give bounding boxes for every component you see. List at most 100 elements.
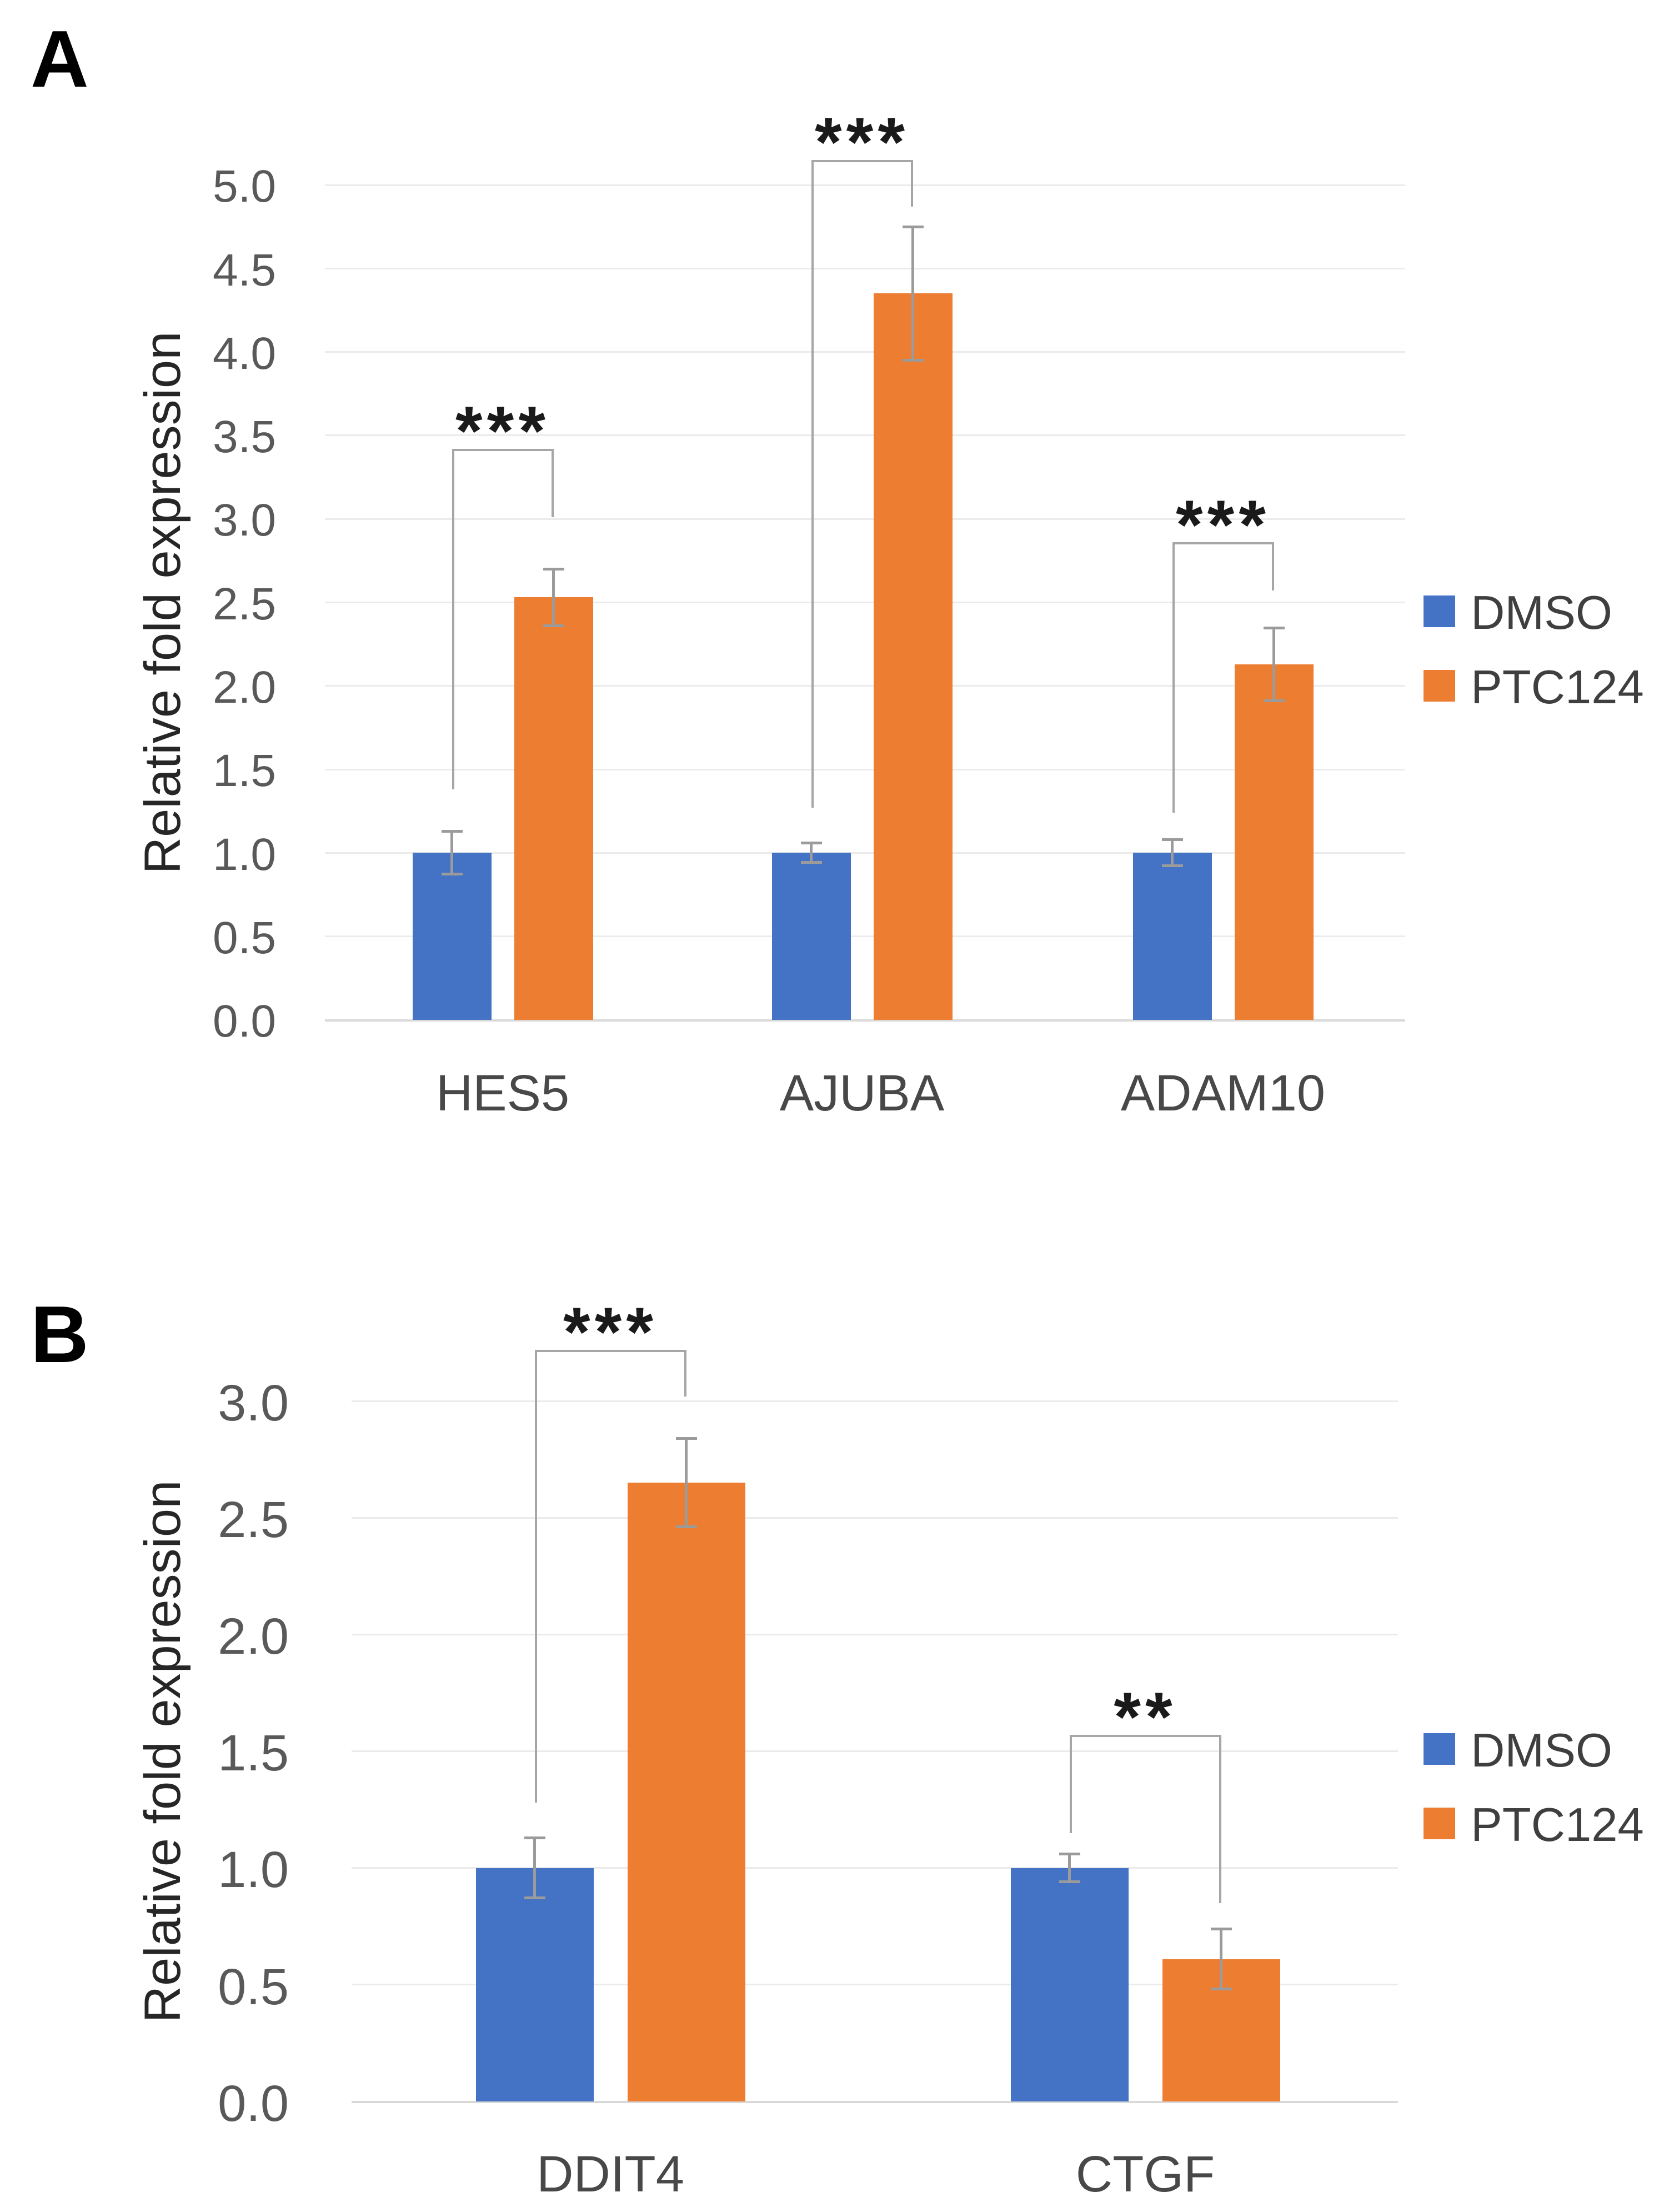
error-bar-cap [524, 1896, 545, 1900]
gridline [325, 434, 1405, 437]
y-tick-label: 4.5 [213, 244, 276, 296]
significance-bracket-left-arm [534, 1349, 537, 1803]
gridline [352, 1750, 1398, 1752]
y-tick-label: 0.0 [218, 2075, 289, 2132]
gridline [325, 935, 1405, 938]
gridline [352, 1867, 1398, 1869]
gridline [325, 267, 1405, 269]
error-bar-cap [902, 358, 924, 362]
significance-stars: *** [1176, 486, 1270, 564]
significance-bracket-right-arm [910, 159, 913, 207]
y-tick-label: 2.0 [213, 662, 276, 713]
error-bar [450, 831, 453, 875]
gridline [352, 1517, 1398, 1519]
y-tick-label: 1.0 [213, 829, 276, 880]
y-tick-label: 0.0 [213, 996, 276, 1047]
legend-swatch-ptc124 [1424, 1807, 1455, 1839]
y-tick-label: 1.5 [213, 745, 276, 797]
significance-bracket [811, 159, 913, 162]
error-bar [810, 843, 813, 863]
bar-ddit4-ptc124 [627, 1483, 745, 2101]
significance-bracket [1069, 1735, 1221, 1738]
bar-ddit4-dmso [475, 1868, 594, 2101]
panel-a-label: A [31, 14, 89, 104]
bar-ajuba-dmso [771, 853, 851, 1020]
y-tick-label: 4.0 [213, 328, 276, 379]
category-label-ctgf: CTGF [1075, 2146, 1215, 2203]
category-label-ajuba: AJUBA [779, 1065, 945, 1122]
bar-hes5-dmso [412, 853, 492, 1020]
x-axis-line [352, 2100, 1398, 2103]
significance-bracket-right-arm [551, 448, 554, 518]
error-bar [552, 569, 555, 626]
category-label-adam10: ADAM10 [1120, 1065, 1326, 1122]
error-bar-cap [1210, 1988, 1232, 1991]
y-tick-label: 1.5 [218, 1725, 289, 1782]
error-bar-cap [800, 861, 822, 864]
y-tick-label: 2.0 [218, 1608, 289, 1665]
error-bar-cap [543, 624, 564, 627]
bar-adam10-ptc124 [1234, 664, 1314, 1020]
legend-label-ptc124: PTC124 [1471, 660, 1644, 714]
y-tick-label: 5.0 [213, 161, 276, 212]
y-tick-label: 2.5 [213, 578, 276, 629]
bar-adam10-dmso [1132, 853, 1212, 1020]
gridline [325, 351, 1405, 353]
gridline [325, 685, 1405, 687]
error-bar-cap [524, 1836, 545, 1840]
error-bar-cap [441, 873, 463, 876]
significance-bracket-left-arm [452, 448, 454, 790]
significance-bracket-left-arm [811, 159, 814, 808]
error-bar-cap [1263, 626, 1285, 629]
error-bar [685, 1438, 688, 1527]
category-label-hes5: HES5 [435, 1065, 570, 1122]
error-bar-cap [1210, 1927, 1232, 1930]
error-bar [911, 227, 914, 361]
gridline [325, 602, 1405, 603]
significance-bracket [534, 1349, 686, 1352]
error-bar-cap [800, 842, 822, 845]
error-bar [1272, 627, 1275, 701]
gridline [325, 852, 1405, 854]
legend-label-dmso: DMSO [1471, 586, 1612, 639]
error-bar [533, 1838, 536, 1899]
error-bar-cap [1059, 1853, 1080, 1856]
bar-ctgf-dmso [1010, 1868, 1129, 2101]
significance-bracket [1172, 542, 1274, 545]
error-bar-cap [902, 226, 924, 229]
y-tick-label: 1.0 [218, 1841, 289, 1899]
error-bar-cap [675, 1437, 697, 1440]
y-tick-label: 2.5 [218, 1491, 289, 1548]
significance-bracket-right-arm [684, 1349, 686, 1397]
significance-bracket-left-arm [1172, 542, 1175, 813]
legend-swatch-ptc124 [1424, 669, 1455, 702]
gridline [352, 1984, 1398, 1986]
significance-stars: *** [455, 393, 550, 471]
gridline [352, 1400, 1398, 1402]
significance-bracket-right-arm [1271, 542, 1274, 591]
significance-bracket-left-arm [1069, 1735, 1072, 1833]
error-bar [1220, 1928, 1222, 1990]
category-label-ddit4: DDIT4 [537, 2146, 684, 2203]
error-bar-cap [1161, 838, 1183, 842]
legend-swatch-dmso [1424, 595, 1455, 627]
gridline [325, 768, 1405, 770]
x-axis-line [325, 1019, 1405, 1022]
bar-hes5-ptc124 [514, 597, 593, 1020]
error-bar-cap [1263, 699, 1285, 702]
significance-bracket-right-arm [1219, 1735, 1221, 1903]
gridline [325, 184, 1405, 186]
y-tick-label: 3.0 [213, 495, 276, 546]
bar-ajuba-ptc124 [873, 293, 953, 1020]
legend-label-dmso: DMSO [1471, 1724, 1612, 1777]
significance-stars: *** [815, 104, 909, 182]
panel-b-label: B [31, 1289, 89, 1379]
error-bar-cap [441, 830, 463, 833]
error-bar-cap [1059, 1880, 1080, 1883]
y-tick-label: 0.5 [218, 1958, 289, 2015]
y-tick-label: 0.5 [213, 912, 276, 963]
legend-label-ptc124: PTC124 [1471, 1798, 1644, 1851]
legend-swatch-dmso [1424, 1733, 1455, 1765]
error-bar-cap [675, 1525, 697, 1528]
